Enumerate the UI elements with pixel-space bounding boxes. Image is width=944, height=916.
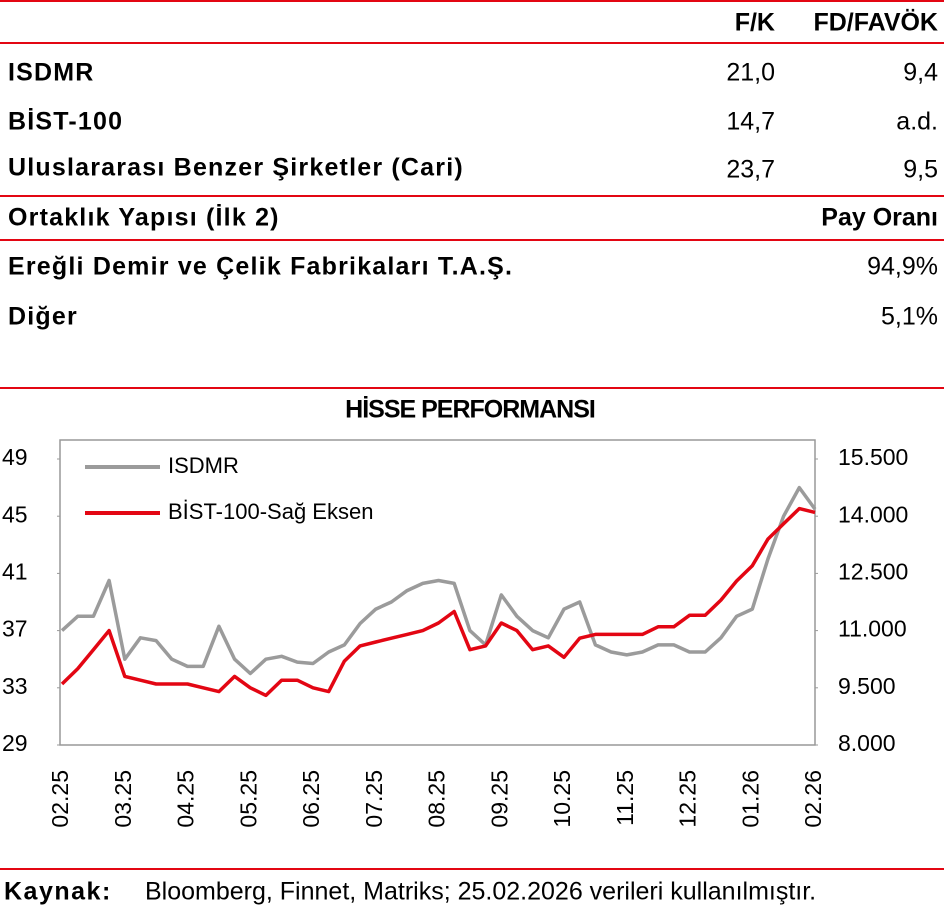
row-label: Ereğli Demir ve Çelik Fabrikaları T.A.Ş. <box>8 253 513 281</box>
cell: 21,0 <box>726 59 775 87</box>
x-tick-label: 02.26 <box>800 770 826 828</box>
x-tick-label: 09.25 <box>486 770 512 828</box>
series-line <box>60 506 816 698</box>
chart-title: HİSSE PERFORMANSI <box>345 396 595 424</box>
x-tick-label: 08.25 <box>424 770 450 828</box>
footer-label: Kaynak: <box>4 878 112 906</box>
legend-label: BİST-100-Sağ Eksen <box>168 499 373 524</box>
x-tick-label: 06.25 <box>298 770 324 828</box>
y2-tick-label: 11.000 <box>838 616 907 642</box>
cell: 94,9% <box>867 253 938 281</box>
y-tick-label: 45 <box>2 501 28 527</box>
x-tick-label: 10.25 <box>549 770 575 828</box>
y2-tick-label: 15.500 <box>838 444 908 470</box>
y-tick-label: 37 <box>2 616 28 642</box>
x-tick-label: 11.25 <box>612 770 638 826</box>
y2-tick-label: 12.500 <box>838 558 908 584</box>
x-tick-label: 07.25 <box>361 770 387 828</box>
plot-frame <box>59 439 816 746</box>
x-tick-label: 12.25 <box>675 770 701 828</box>
cell: 23,7 <box>726 156 775 184</box>
row-label: Uluslararası Benzer Şirketler (Cari) <box>8 154 464 182</box>
cell: 9,4 <box>903 59 938 87</box>
cell: 14,7 <box>726 108 775 136</box>
cell: 9,5 <box>903 156 938 184</box>
col-header: FD/FAVÖK <box>813 8 938 37</box>
col-header: Pay Oranı <box>821 204 938 232</box>
y2-tick-label: 9.500 <box>838 673 896 699</box>
x-tick-label: 01.26 <box>737 770 763 828</box>
x-tick-label: 05.25 <box>235 770 261 828</box>
x-tick-label: 03.25 <box>110 770 136 828</box>
y-tick-label: 41 <box>2 558 28 584</box>
col-header: Ortaklık Yapısı (İlk 2) <box>8 204 280 232</box>
y2-tick-label: 14.000 <box>838 501 908 527</box>
x-tick-label: 02.25 <box>47 770 73 828</box>
cell: a.d. <box>896 108 938 136</box>
series-line <box>60 485 817 676</box>
legend-label: ISDMR <box>168 453 239 478</box>
cell: 5,1% <box>881 303 938 331</box>
row-label: Diğer <box>8 303 78 331</box>
y2-tick-label: 8.000 <box>838 730 896 756</box>
footer-text: Bloomberg, Finnet, Matriks; 25.02.2026 v… <box>145 878 816 906</box>
row-label: ISDMR <box>8 59 95 87</box>
y-tick-label: 49 <box>2 444 28 470</box>
col-header: F/K <box>735 9 775 37</box>
y-tick-label: 33 <box>2 673 28 699</box>
x-tick-label: 04.25 <box>173 770 199 828</box>
row-label: BİST-100 <box>8 108 123 136</box>
y-tick-label: 29 <box>2 730 28 756</box>
